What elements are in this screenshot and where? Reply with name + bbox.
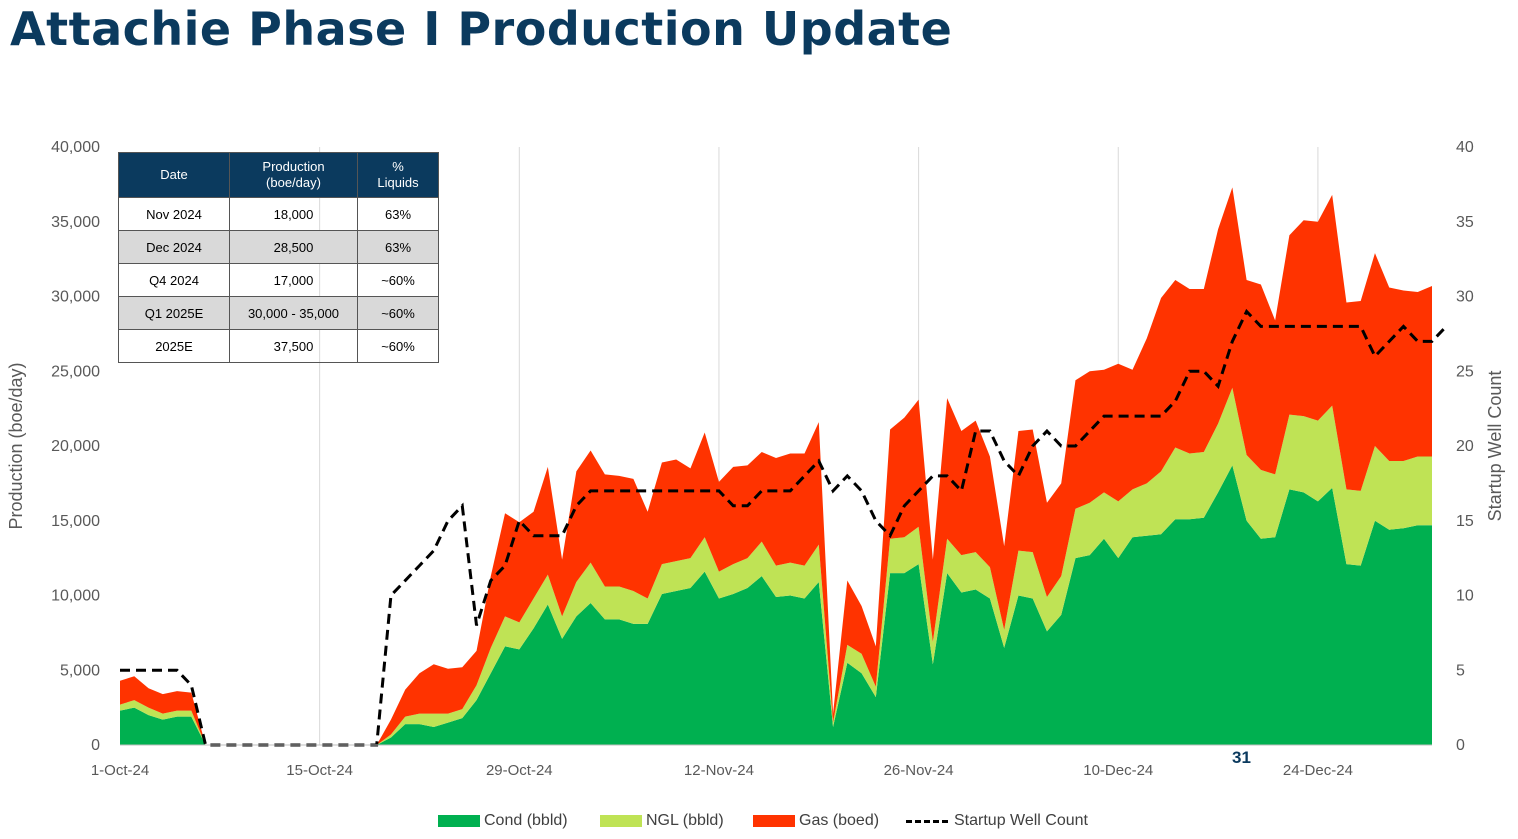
chart-areas [120, 187, 1432, 746]
table-cell-date: Nov 2024 [118, 197, 230, 231]
x-tick-label: 15-Oct-24 [286, 762, 353, 779]
table-cell-liquids: ~60% [357, 329, 439, 363]
table-cell-date: 2025E [118, 329, 230, 363]
y2-tick-label: 10 [1456, 588, 1474, 605]
table-row: 2025E 37,500 ~60% [118, 329, 439, 363]
y2-tick-label: 30 [1456, 289, 1474, 306]
y2-axis-title: Startup Well Count [1485, 371, 1505, 522]
y-tick-label: 35,000 [51, 214, 100, 231]
x-tick-label: 10-Dec-24 [1083, 762, 1153, 779]
y2-tick-label: 35 [1456, 214, 1474, 231]
table-header-date: Date [118, 152, 230, 198]
table-cell-production: 17,000 [229, 263, 358, 297]
y-tick-label: 15,000 [51, 513, 100, 530]
y-tick-label: 5,000 [60, 662, 100, 679]
y-tick-label: 40,000 [51, 139, 100, 156]
production-summary-table: Date Production (boe/day) % Liquids Nov 20… [118, 152, 439, 363]
table-header-row: Date Production (boe/day) % Liquids [118, 152, 439, 198]
y-axis-title: Production (boe/day) [6, 362, 26, 529]
legend-item-well-count: Startup Well Count [906, 808, 1088, 834]
y2-tick-label: 15 [1456, 513, 1474, 530]
page-number: 31 [1232, 748, 1251, 767]
table-cell-liquids: ~60% [357, 263, 439, 297]
x-tick-label: 26-Nov-24 [884, 762, 954, 779]
table-cell-date: Dec 2024 [118, 230, 230, 264]
legend-label-gas: Gas (boed) [799, 812, 880, 829]
y-tick-label: 30,000 [51, 289, 100, 306]
y-tick-label: 25,000 [51, 363, 100, 380]
legend-item-gas: Gas (boed) [753, 808, 879, 834]
y-tick-label: 0 [91, 737, 100, 754]
legend-item-ngl: NGL (bbld) [600, 808, 724, 834]
table-cell-production: 18,000 [229, 197, 358, 231]
page-title: Attachie Phase I Production Update [10, 2, 953, 56]
table-cell-production: 37,500 [229, 329, 358, 363]
x-tick-label: 1-Oct-24 [91, 762, 149, 779]
area-series-gas [120, 187, 1432, 746]
legend-label-cond: Cond (bbld) [484, 812, 568, 829]
table-row: Dec 2024 28,500 63% [118, 230, 439, 264]
table-row: Q1 2025E 30,000 - 35,000 ~60% [118, 296, 439, 330]
legend-item-cond: Cond (bbld) [438, 808, 568, 834]
y2-tick-label: 40 [1456, 139, 1474, 156]
legend-swatch-ngl [600, 815, 642, 827]
legend-swatch-gas [753, 815, 795, 827]
y2-tick-label: 0 [1456, 737, 1465, 754]
y-tick-label: 20,000 [51, 438, 100, 455]
legend-label-well-count: Startup Well Count [954, 812, 1088, 829]
chart-axes: 1-Oct-24 15-Oct-24 29-Oct-24 12-Nov-24 26-No… [6, 139, 1505, 779]
table-cell-liquids: ~60% [357, 296, 439, 330]
table-header-liquids: % Liquids [357, 152, 439, 198]
legend-label-ngl: NGL (bbld) [646, 812, 724, 829]
legend-swatch-cond [438, 815, 480, 827]
y2-tick-label: 25 [1456, 363, 1474, 380]
table-row: Nov 2024 18,000 63% [118, 197, 439, 231]
table-cell-production: 30,000 - 35,000 [229, 296, 358, 330]
legend-dash-well-count [906, 819, 948, 823]
x-tick-label: 24-Dec-24 [1283, 762, 1353, 779]
y2-tick-label: 20 [1456, 438, 1474, 455]
table-cell-date: Q1 2025E [118, 296, 230, 330]
table-header-production: Production (boe/day) [229, 152, 358, 198]
table-cell-production: 28,500 [229, 230, 358, 264]
y2-tick-label: 5 [1456, 662, 1465, 679]
x-tick-label: 12-Nov-24 [684, 762, 754, 779]
chart-legend: Cond (bbld) NGL (bbld) Gas (boed) Startu… [0, 808, 1518, 834]
table-cell-date: Q4 2024 [118, 263, 230, 297]
table-cell-liquids: 63% [357, 230, 439, 264]
y-tick-label: 10,000 [51, 588, 100, 605]
table-cell-liquids: 63% [357, 197, 439, 231]
area-series-ngl [120, 387, 1432, 745]
table-row: Q4 2024 17,000 ~60% [118, 263, 439, 297]
x-tick-label: 29-Oct-24 [486, 762, 553, 779]
area-series-cond [120, 465, 1432, 745]
